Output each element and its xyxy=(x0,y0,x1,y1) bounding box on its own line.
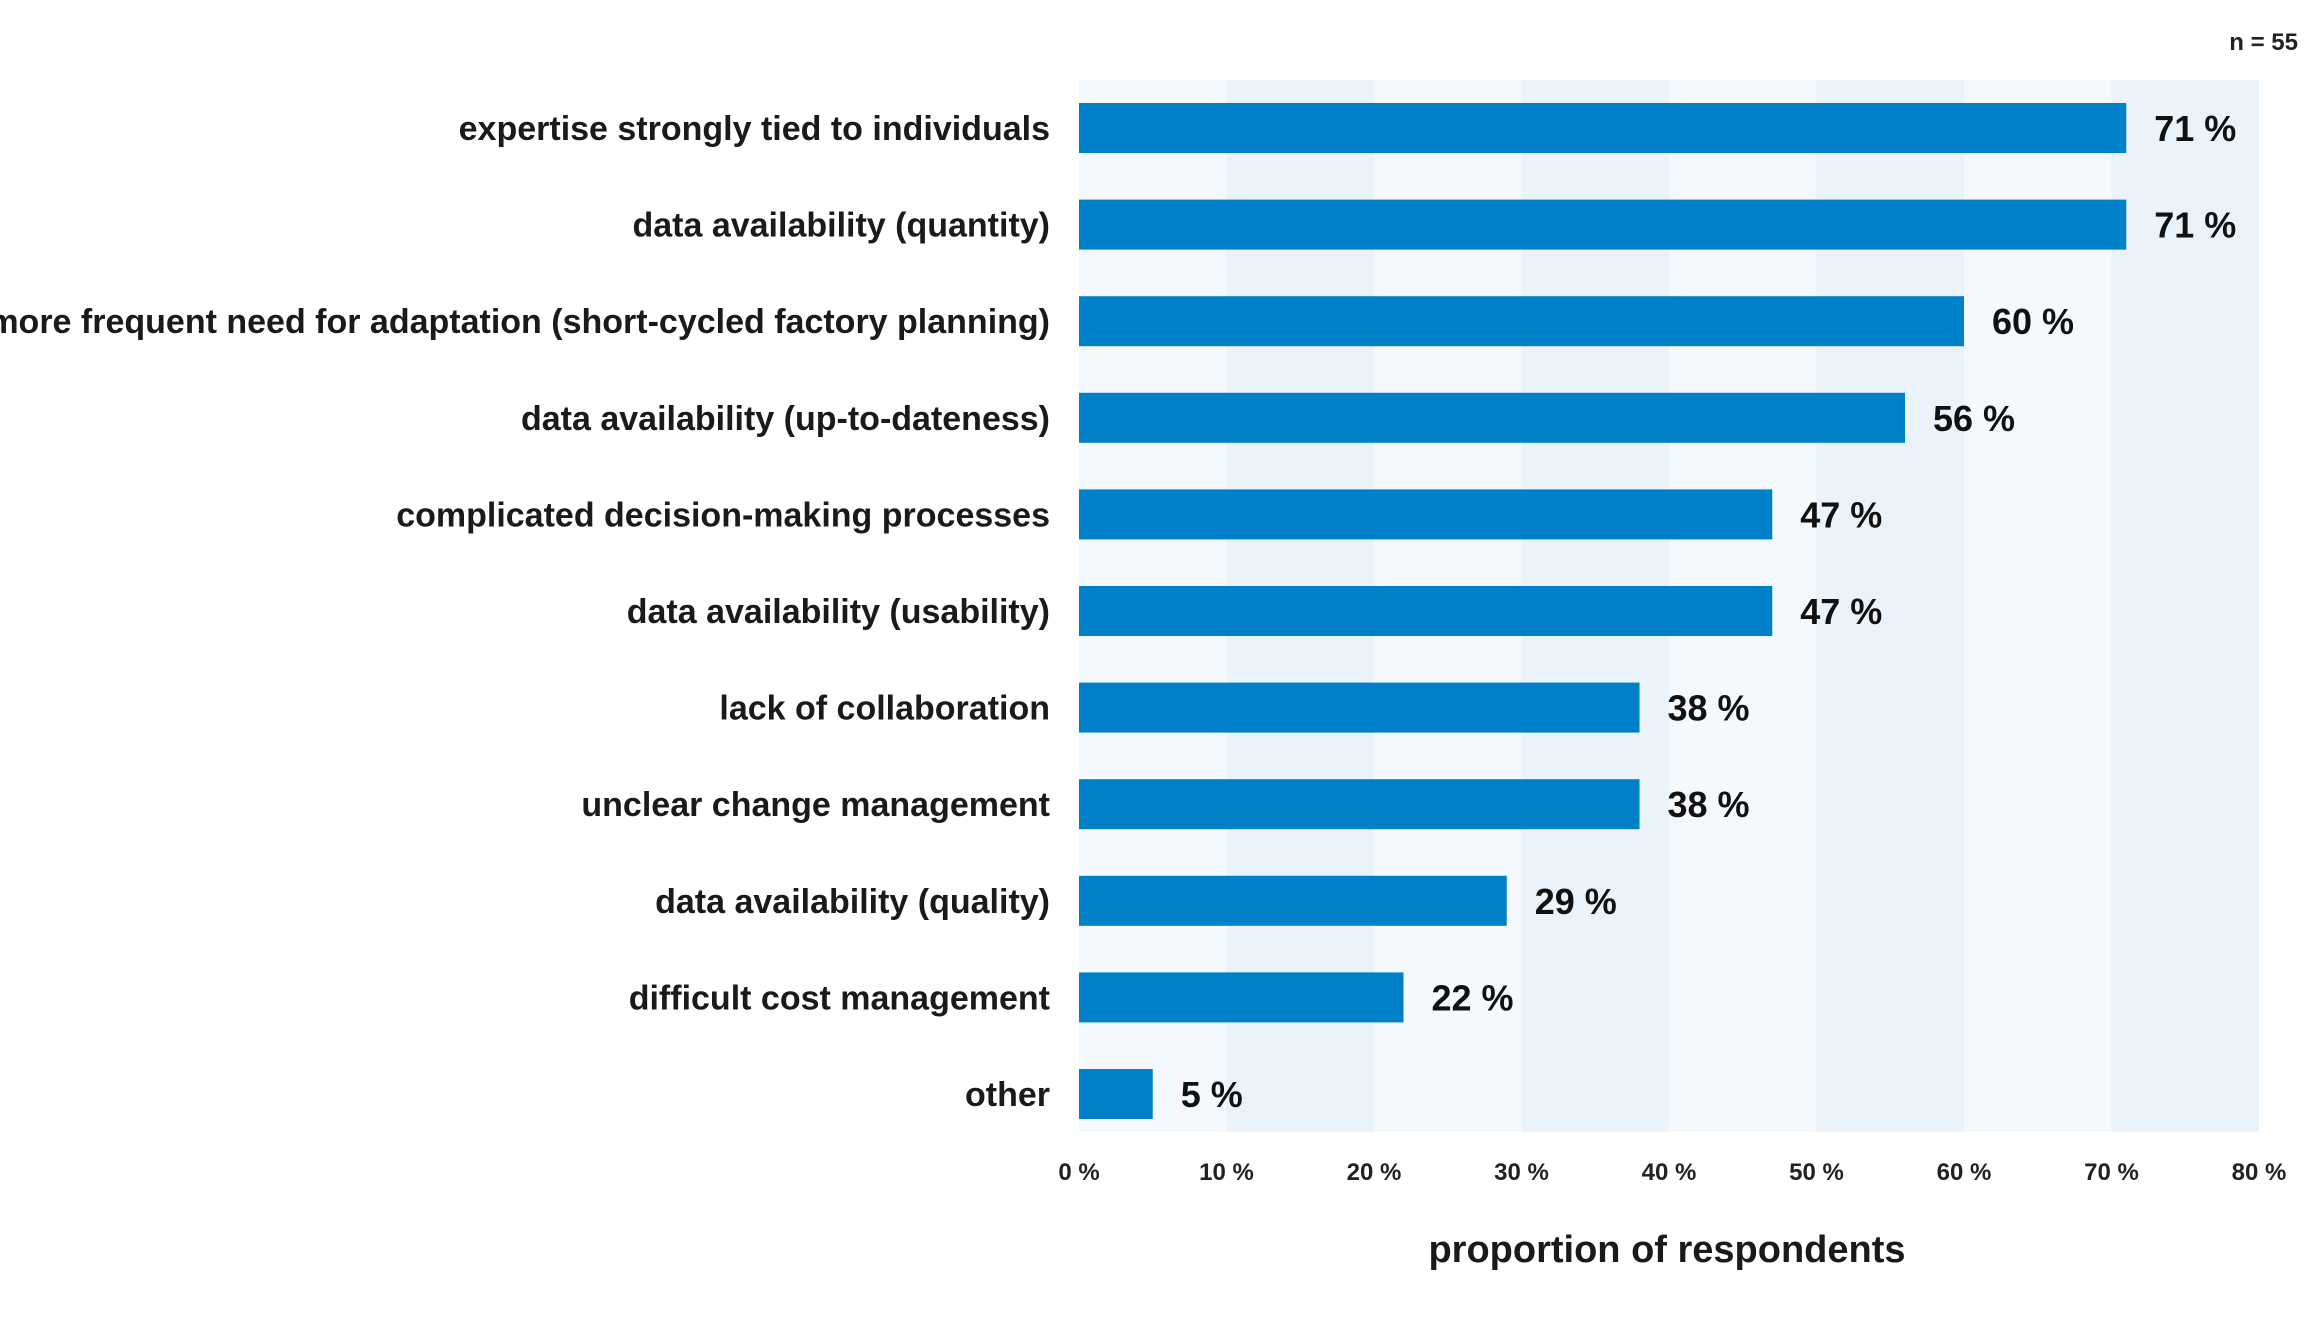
x-axis-title: proportion of respondents xyxy=(1428,1229,1905,1271)
bar xyxy=(1079,103,2127,153)
background-band xyxy=(1964,80,2112,1132)
value-label: 5 % xyxy=(1181,1074,1243,1115)
bar xyxy=(1079,779,1640,830)
category-label: data availability (usability) xyxy=(627,593,1050,631)
value-label: 47 % xyxy=(1800,591,1882,632)
x-tick-label: 0 % xyxy=(1058,1159,1099,1186)
bar xyxy=(1079,392,1905,443)
category-labels: expertise strongly tied to individuals da… xyxy=(0,110,1050,1114)
bar xyxy=(1079,296,1964,347)
bar xyxy=(1079,199,2127,250)
x-tick-label: 80 % xyxy=(2232,1159,2287,1186)
category-label: lack of collaboration xyxy=(719,690,1050,728)
x-tick-label: 30 % xyxy=(1494,1159,1549,1186)
x-tick-label: 40 % xyxy=(1642,1159,1697,1186)
bar xyxy=(1079,972,1404,1023)
category-label: other xyxy=(965,1076,1050,1114)
value-label: 38 % xyxy=(1668,784,1750,825)
value-label: 47 % xyxy=(1800,494,1882,535)
category-label: unclear change management xyxy=(581,786,1050,824)
category-label: difficult cost management xyxy=(629,979,1050,1017)
category-label: complicated decision-making processes xyxy=(396,496,1050,534)
category-label: data availability (quantity) xyxy=(632,207,1050,245)
x-axis-ticks: 0 % 10 % 20 % 30 % 40 % 50 % 60 % 70 % 80 % xyxy=(1058,1159,2286,1186)
value-label: 38 % xyxy=(1668,688,1750,729)
bar xyxy=(1079,875,1507,926)
bar xyxy=(1079,1069,1153,1119)
bars xyxy=(1079,103,2127,1119)
x-tick-label: 10 % xyxy=(1199,1159,1254,1186)
background-band xyxy=(1816,80,1964,1132)
value-label: 71 % xyxy=(2154,108,2236,149)
bar xyxy=(1079,586,1773,636)
x-tick-label: 70 % xyxy=(2084,1159,2139,1186)
bar xyxy=(1079,682,1640,733)
x-tick-label: 50 % xyxy=(1789,1159,1844,1186)
x-tick-label: 20 % xyxy=(1347,1159,1402,1186)
category-label: data availability (up-to-dateness) xyxy=(521,400,1050,438)
value-label: 60 % xyxy=(1992,301,2074,342)
background-band xyxy=(2111,80,2259,1132)
value-labels: 71 % 71 % 60 % 56 % 47 % 47 % 38 % 38 % 29 % 22 %… xyxy=(1181,108,2237,1115)
category-label: data availability (quality) xyxy=(655,883,1050,921)
value-label: 29 % xyxy=(1535,881,1617,922)
value-label: 22 % xyxy=(1432,977,1514,1018)
x-tick-label: 60 % xyxy=(1937,1159,1992,1186)
bar xyxy=(1079,489,1773,540)
category-label: more frequent need for adaptation (short… xyxy=(0,303,1050,341)
category-label: expertise strongly tied to individuals xyxy=(459,110,1050,148)
sample-size-note: n = 55 xyxy=(2229,29,2298,56)
value-label: 56 % xyxy=(1933,398,2015,439)
value-label: 71 % xyxy=(2154,205,2236,246)
